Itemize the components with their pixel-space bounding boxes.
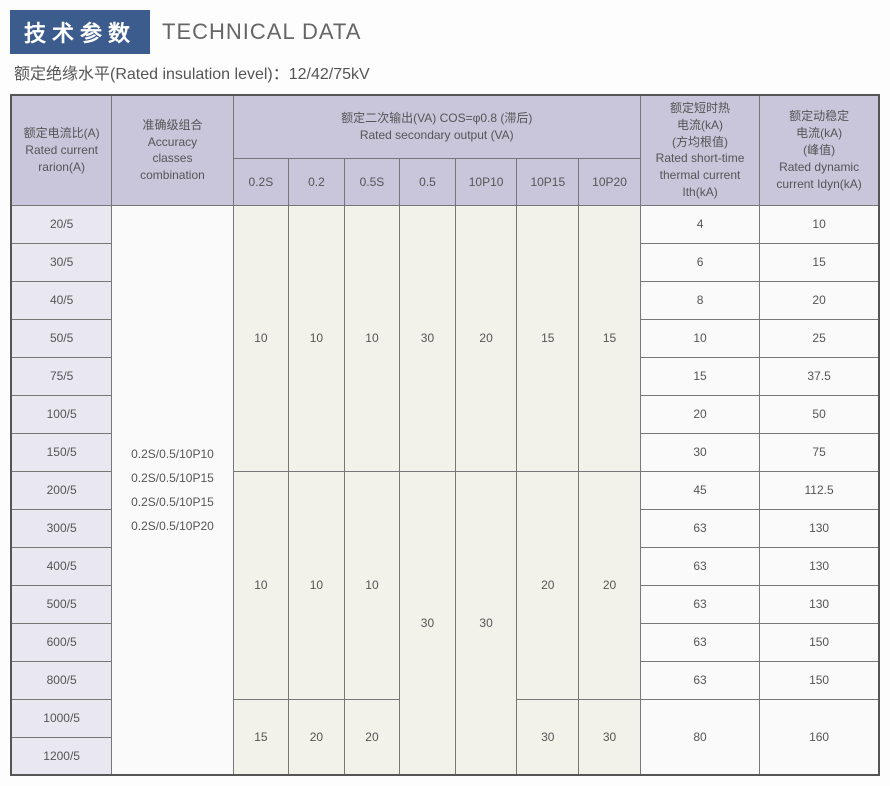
ratio-cell: 300/5	[11, 509, 112, 547]
ith-cell: 30	[640, 433, 759, 471]
ratio-cell: 1200/5	[11, 737, 112, 775]
ratio-cell: 150/5	[11, 433, 112, 471]
th-idyn: 额定动稳定 电流(kA) (峰值) Rated dynamic current …	[760, 95, 879, 205]
idyn-cell: 37.5	[760, 357, 879, 395]
b2-p15: 20	[517, 471, 579, 699]
th-05: 0.5	[400, 159, 456, 206]
ratio-cell: 1000/5	[11, 699, 112, 737]
title-en: TECHNICAL DATA	[162, 19, 361, 45]
ratio-cell: 200/5	[11, 471, 112, 509]
b1-02: 10	[289, 205, 345, 471]
b3-02s: 15	[233, 699, 289, 775]
accuracy-cell: 0.2S/0.5/10P10 0.2S/0.5/10P15 0.2S/0.5/1…	[112, 205, 233, 775]
ith-cell: 63	[640, 661, 759, 699]
ith-cell: 4	[640, 205, 759, 243]
b3-05s: 20	[344, 699, 400, 775]
ratio-cell: 100/5	[11, 395, 112, 433]
ratio-cell: 20/5	[11, 205, 112, 243]
ith-cell: 20	[640, 395, 759, 433]
title-row: 技术参数 TECHNICAL DATA	[10, 10, 880, 54]
th-accuracy: 准确级组合 Accuracy classes combination	[112, 95, 233, 205]
idyn-cell: 15	[760, 243, 879, 281]
ith-cell: 80	[640, 699, 759, 775]
b3-p20: 30	[579, 699, 641, 775]
idyn-cell: 150	[760, 661, 879, 699]
idyn-cell: 130	[760, 509, 879, 547]
b1-p10: 20	[455, 205, 517, 471]
idyn-cell: 130	[760, 585, 879, 623]
b2-p20: 20	[579, 471, 641, 699]
b2-05: 30	[400, 471, 456, 775]
ratio-cell: 50/5	[11, 319, 112, 357]
ratio-cell: 30/5	[11, 243, 112, 281]
ith-cell: 63	[640, 547, 759, 585]
ith-cell: 63	[640, 585, 759, 623]
ith-cell: 63	[640, 623, 759, 661]
ratio-cell: 40/5	[11, 281, 112, 319]
ratio-cell: 400/5	[11, 547, 112, 585]
b1-p20: 15	[579, 205, 641, 471]
b2-02: 10	[289, 471, 345, 699]
title-badge-cn: 技术参数	[10, 10, 150, 54]
th-p15: 10P15	[517, 159, 579, 206]
b3-02: 20	[289, 699, 345, 775]
b1-p15: 15	[517, 205, 579, 471]
ratio-cell: 75/5	[11, 357, 112, 395]
b1-05s: 10	[344, 205, 400, 471]
b1-05: 30	[400, 205, 456, 471]
subtitle: 额定绝缘水平(Rated insulation level)：12/42/75k…	[14, 60, 880, 84]
idyn-cell: 130	[760, 547, 879, 585]
ith-cell: 6	[640, 243, 759, 281]
b2-p10: 30	[455, 471, 517, 775]
idyn-cell: 10	[760, 205, 879, 243]
th-p10: 10P10	[455, 159, 517, 206]
b1-02s: 10	[233, 205, 289, 471]
ratio-cell: 600/5	[11, 623, 112, 661]
b2-05s: 10	[344, 471, 400, 699]
th-p20: 10P20	[579, 159, 641, 206]
th-05s: 0.5S	[344, 159, 400, 206]
idyn-cell: 20	[760, 281, 879, 319]
ith-cell: 10	[640, 319, 759, 357]
b2-02s: 10	[233, 471, 289, 699]
th-02s: 0.2S	[233, 159, 289, 206]
ith-cell: 45	[640, 471, 759, 509]
th-secondary-group: 额定二次输出(VA) COS=φ0.8 (滞后) Rated secondary…	[233, 95, 640, 159]
ith-cell: 8	[640, 281, 759, 319]
ratio-cell: 500/5	[11, 585, 112, 623]
th-ratio: 额定电流比(A) Rated current rarion(A)	[11, 95, 112, 205]
th-ith: 额定短时热 电流(kA) (方均根值) Rated short-time the…	[640, 95, 759, 205]
idyn-cell: 75	[760, 433, 879, 471]
idyn-cell: 50	[760, 395, 879, 433]
th-02: 0.2	[289, 159, 345, 206]
idyn-cell: 150	[760, 623, 879, 661]
technical-data-table: 额定电流比(A) Rated current rarion(A) 准确级组合 A…	[10, 94, 880, 776]
idyn-cell: 160	[760, 699, 879, 775]
b3-p15: 30	[517, 699, 579, 775]
ratio-cell: 800/5	[11, 661, 112, 699]
ith-cell: 15	[640, 357, 759, 395]
ith-cell: 63	[640, 509, 759, 547]
idyn-cell: 25	[760, 319, 879, 357]
idyn-cell: 112.5	[760, 471, 879, 509]
